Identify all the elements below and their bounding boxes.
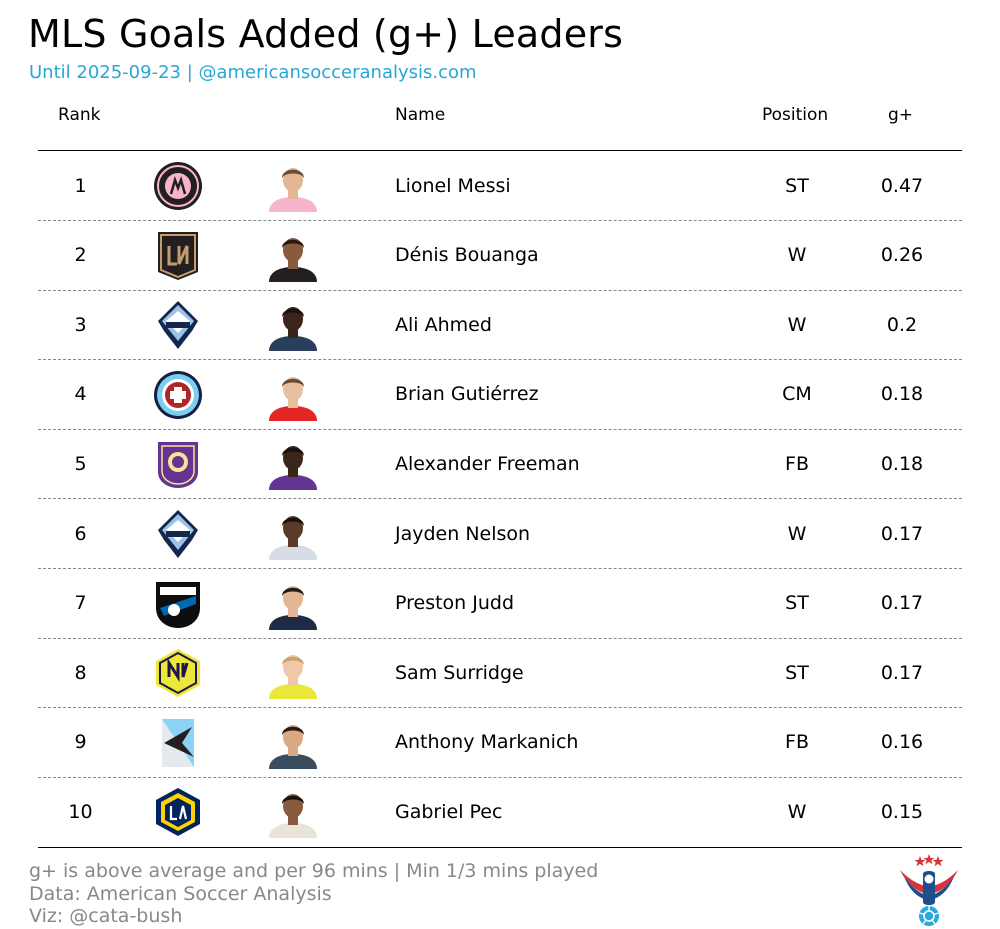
player-photo	[269, 655, 317, 700]
player-name-cell: Ali Ahmed	[395, 313, 492, 336]
vancouver-whitecaps-crest-icon	[158, 510, 198, 558]
player-name-cell: Jayden Nelson	[395, 522, 531, 545]
gplus-value-cell: 0.17	[880, 661, 924, 684]
column-header-position: Position	[762, 105, 829, 125]
table-row: 9 Anthony Markanich FB 0.16	[38, 708, 962, 778]
san-jose-earthquakes-crest-icon	[156, 581, 200, 628]
rank-cell: 5	[74, 452, 87, 475]
player-name-cell: Alexander Freeman	[395, 452, 580, 475]
rank-cell: 9	[74, 731, 87, 754]
table-row: 1 Lionel Messi ST 0.47	[38, 151, 962, 221]
player-name-cell: Gabriel Pec	[395, 800, 503, 823]
chicago-fire-crest-icon	[154, 370, 202, 419]
chart-subtitle: Until 2025-09-23 | @americansocceranalys…	[29, 62, 477, 83]
player-name-cell: Anthony Markanich	[395, 731, 579, 754]
position-cell: ST	[785, 661, 809, 684]
table-bottom-rule	[38, 847, 962, 848]
gplus-value-cell: 0.18	[880, 452, 924, 475]
gplus-value-cell: 0.47	[880, 174, 924, 197]
player-photo	[269, 724, 317, 769]
gplus-value-cell: 0.15	[880, 800, 924, 823]
player-photo	[269, 794, 317, 839]
rank-cell: 3	[74, 313, 87, 336]
player-photo	[269, 516, 317, 560]
position-cell: W	[787, 313, 807, 336]
table-row: 8 Sam Surridge ST 0.17	[38, 638, 962, 709]
rank-cell: 1	[74, 174, 87, 197]
table-row: 5 Alexander Freeman FB 0.18	[38, 429, 962, 500]
column-header-rank: Rank	[58, 105, 101, 125]
table-row: 7 Preston Judd ST 0.17	[38, 569, 962, 639]
rank-cell: 8	[74, 661, 87, 684]
player-name-cell: Lionel Messi	[395, 174, 511, 197]
table-row: 10 Gabriel Pec W 0.15	[38, 777, 962, 846]
american-soccer-analysis-logo-icon	[900, 854, 958, 926]
player-name-cell: Preston Judd	[395, 592, 515, 615]
lafc-crest-icon	[158, 231, 198, 280]
player-photo	[269, 585, 317, 630]
position-cell: W	[787, 244, 807, 267]
table-row: 4 Brian Gutiérrez CM 0.18	[38, 360, 962, 430]
position-cell: ST	[785, 592, 809, 615]
player-photo	[269, 446, 317, 491]
player-name-cell: Sam Surridge	[395, 661, 524, 684]
footer-note-data-source: Data: American Soccer Analysis	[29, 882, 332, 905]
minnesota-united-crest-icon	[162, 718, 194, 767]
position-cell: FB	[785, 452, 809, 475]
rank-cell: 2	[74, 244, 87, 267]
nashville-sc-crest-icon	[156, 649, 200, 698]
player-photo	[269, 237, 317, 282]
footer-note-viz-credit: Viz: @cata-bush	[29, 905, 183, 927]
position-cell: W	[787, 800, 807, 823]
rank-cell: 10	[68, 800, 93, 823]
player-photo	[269, 376, 317, 421]
gplus-value-cell: 0.26	[880, 244, 924, 267]
gplus-value-cell: 0.17	[880, 522, 924, 545]
footer-notes: g+ is above average and per 96 mins | Mi…	[29, 860, 598, 928]
table-row: 2 Dénis Bouanga W 0.26	[38, 221, 962, 291]
player-name-cell: Dénis Bouanga	[395, 244, 539, 267]
table-top-rule	[38, 150, 962, 151]
gplus-value-cell: 0.18	[880, 383, 924, 406]
orlando-city-crest-icon	[158, 442, 198, 489]
rank-cell: 7	[74, 592, 87, 615]
player-photo	[269, 168, 317, 212]
footer-note-definition: g+ is above average and per 96 mins | Mi…	[29, 860, 599, 882]
rank-cell: 6	[74, 522, 87, 545]
vancouver-whitecaps-crest-icon	[158, 301, 198, 350]
column-header-gplus: g+	[888, 105, 914, 125]
gplus-value-cell: 0.16	[880, 731, 924, 754]
gplus-value-cell: 0.2	[886, 313, 918, 336]
position-cell: FB	[785, 731, 809, 754]
chart-title: MLS Goals Added (g+) Leaders	[28, 12, 624, 56]
gplus-value-cell: 0.17	[880, 592, 924, 615]
position-cell: CM	[782, 383, 812, 406]
position-cell: ST	[785, 174, 809, 197]
table-row: 6 Jayden Nelson W 0.17	[38, 499, 962, 569]
player-name-cell: Brian Gutiérrez	[395, 383, 539, 406]
table-row: 3 Ali Ahmed W 0.2	[38, 290, 962, 361]
player-photo	[269, 307, 317, 352]
column-header-name: Name	[395, 105, 446, 125]
rank-cell: 4	[74, 383, 87, 406]
la-galaxy-crest-icon	[156, 788, 200, 837]
position-cell: W	[787, 522, 807, 545]
inter-miami-crest-icon	[154, 162, 202, 210]
